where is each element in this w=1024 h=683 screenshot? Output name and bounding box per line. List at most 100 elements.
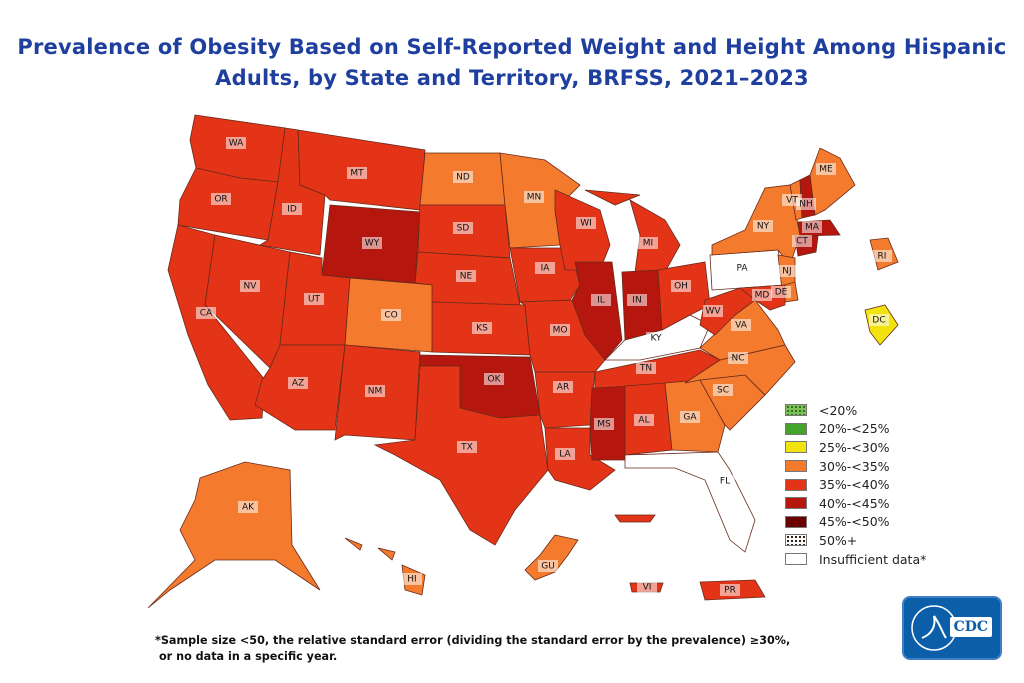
state-label-oh: OH xyxy=(674,282,688,292)
state-label-wv: WV xyxy=(705,307,721,317)
state-label-ga: GA xyxy=(683,413,697,423)
state-label-ct: CT xyxy=(796,237,808,247)
state-label-mi: MI xyxy=(643,239,653,249)
legend-item: 30%-<35% xyxy=(785,457,926,476)
state-ia[interactable] xyxy=(509,247,581,303)
legend-swatch xyxy=(785,553,807,566)
legend-label: <20% xyxy=(819,402,858,418)
state-label-bg-ia xyxy=(535,262,555,274)
state-label-bg-ky xyxy=(646,332,666,344)
state-label-bg-mi xyxy=(638,237,658,249)
state-label-bg-wi xyxy=(576,217,596,229)
state-label-bg-fl xyxy=(715,475,735,487)
state-hi[interactable] xyxy=(344,537,426,596)
state-label-bg-ks xyxy=(472,322,492,334)
state-label-bg-pa xyxy=(732,262,752,274)
state-label-ne: NE xyxy=(460,272,473,282)
state-label-bg-ne xyxy=(456,270,476,282)
state-label-va: VA xyxy=(735,321,748,331)
state-label-fl: FL xyxy=(720,477,730,487)
state-label-bg-dc xyxy=(869,314,889,326)
state-label-vt: VT xyxy=(786,196,798,206)
state-label-bg-ak xyxy=(238,501,258,513)
legend-swatch xyxy=(785,441,807,454)
cdc-logo-text: CDC xyxy=(949,617,992,637)
state-label-bg-or xyxy=(211,193,231,205)
state-label-ca: CA xyxy=(200,309,213,319)
state-label-pr: PR xyxy=(724,586,736,596)
state-label-nm: NM xyxy=(368,387,383,397)
legend-item: Insufficient data* xyxy=(785,550,926,569)
state-label-bg-vi xyxy=(637,581,657,593)
state-label-de: DE xyxy=(775,288,788,298)
state-label-wy: WY xyxy=(365,239,380,249)
legend-item: <20% xyxy=(785,401,926,420)
legend-item: 35%-<40% xyxy=(785,475,926,494)
state-label-tn: TN xyxy=(639,364,652,374)
state-ar[interactable] xyxy=(534,371,596,429)
state-label-pa: PA xyxy=(736,264,748,274)
state-label-wa: WA xyxy=(229,139,244,149)
state-label-bg-ri xyxy=(872,250,892,262)
legend-item: 25%-<30% xyxy=(785,438,926,457)
state-fl[interactable] xyxy=(624,451,756,553)
state-label-nh: NH xyxy=(799,200,813,210)
state-label-bg-wv xyxy=(703,305,723,317)
state-label-co: CO xyxy=(384,311,397,321)
cdc-logo: CDC xyxy=(902,596,1002,660)
state-me[interactable] xyxy=(809,147,856,216)
state-label-bg-ca xyxy=(196,307,216,319)
state-label-nd: ND xyxy=(456,173,470,183)
state-ak[interactable] xyxy=(147,461,321,609)
legend-swatch xyxy=(785,460,807,473)
footnote-line-1: *Sample size <50, the relative standard … xyxy=(155,634,791,647)
legend-item: 45%-<50% xyxy=(785,513,926,532)
state-label-bg-ga xyxy=(680,411,700,423)
state-label-ok: OK xyxy=(488,375,502,385)
state-label-bg-gu xyxy=(538,560,558,572)
state-label-bg-wa xyxy=(226,137,246,149)
legend-label: 50%+ xyxy=(819,532,858,548)
state-label-bg-il xyxy=(591,294,611,306)
page-title: Prevalence of Obesity Based on Self-Repo… xyxy=(17,35,1007,90)
legend-swatch xyxy=(785,478,807,491)
state-label-ri: RI xyxy=(878,252,887,262)
state-label-vi: VI xyxy=(643,583,652,593)
footnote: *Sample size <50, the relative standard … xyxy=(155,633,895,665)
legend-swatch xyxy=(785,497,807,510)
state-label-bg-ut xyxy=(304,293,324,305)
state-label-ma: MA xyxy=(805,223,820,233)
state-mp[interactable] xyxy=(614,514,656,523)
state-label-bg-oh xyxy=(671,280,691,292)
state-label-wi: WI xyxy=(580,219,592,229)
state-label-mo: MO xyxy=(553,326,568,336)
state-wi[interactable] xyxy=(554,189,611,271)
legend-label: 30%-<35% xyxy=(819,458,890,474)
state-il[interactable] xyxy=(571,261,623,361)
state-label-bg-co xyxy=(381,309,401,321)
state-label-id: ID xyxy=(287,205,297,215)
state-label-al: AL xyxy=(638,416,649,426)
legend-item: 50%+ xyxy=(785,531,926,550)
legend-swatch xyxy=(785,422,807,435)
legend-label: Insufficient data* xyxy=(819,551,927,567)
state-gu[interactable] xyxy=(524,534,579,581)
state-label-gu: GU xyxy=(541,562,555,572)
state-label-nv: NV xyxy=(244,282,258,292)
state-oh[interactable] xyxy=(657,261,711,331)
state-label-bg-ms xyxy=(594,418,614,430)
state-label-bg-ar xyxy=(553,381,573,393)
state-label-bg-al xyxy=(634,414,654,426)
state-label-me: ME xyxy=(819,165,833,175)
state-tx[interactable] xyxy=(373,365,549,546)
state-label-bg-ma xyxy=(802,221,822,233)
state-label-mt: MT xyxy=(350,169,364,179)
state-label-ut: UT xyxy=(308,295,321,305)
state-label-bg-sc xyxy=(713,384,733,396)
state-label-bg-mn xyxy=(524,191,544,203)
state-label-bg-in xyxy=(627,294,647,306)
legend-swatch xyxy=(785,404,807,417)
state-label-nc: NC xyxy=(731,354,744,364)
state-label-bg-mt xyxy=(347,167,367,179)
legend: <20% 20%-<25% 25%-<30% 30%-<35% 35%-<40% 40%-… xyxy=(785,401,926,568)
